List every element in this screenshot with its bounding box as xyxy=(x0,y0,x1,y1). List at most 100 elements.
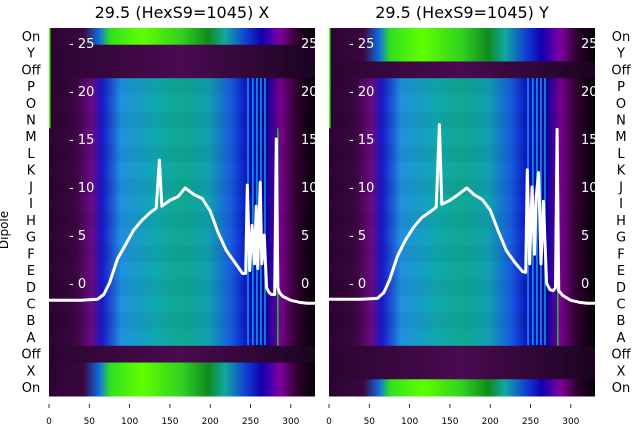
row-label: E xyxy=(617,264,625,279)
overlay-y-tick-label: - 5 xyxy=(349,229,366,244)
heatmap-row-shade xyxy=(329,312,595,330)
row-label: G xyxy=(616,231,626,246)
row-label: X xyxy=(27,364,36,379)
heatmap-edge xyxy=(329,28,331,129)
row-label: Off xyxy=(611,348,631,363)
x-tick-label: 300 xyxy=(562,417,579,427)
x-tick-label: 0 xyxy=(46,417,52,427)
row-label: O xyxy=(26,97,36,112)
heatmap-row xyxy=(329,28,595,46)
x-tick-label: 50 xyxy=(364,417,376,427)
row-label: J xyxy=(618,180,623,195)
x-tick-label: 150 xyxy=(441,417,458,427)
row-label: Off xyxy=(21,63,41,78)
row-label: On xyxy=(22,30,40,45)
row-label: C xyxy=(616,298,625,313)
row-label: I xyxy=(619,197,623,212)
heatmap-row xyxy=(329,61,595,79)
heatmap-row xyxy=(49,362,315,380)
overlay-y-tick-label-right: 15 xyxy=(301,133,318,148)
overlay-y-tick-label: - 20 xyxy=(349,85,374,100)
row-label: K xyxy=(617,164,626,179)
row-label: C xyxy=(26,298,35,313)
overlay-y-tick-label: - 0 xyxy=(349,277,366,292)
heatmap-row xyxy=(49,44,315,62)
row-label: L xyxy=(27,147,35,162)
profile-line xyxy=(329,123,595,305)
row-label: Off xyxy=(21,348,41,363)
row-label: H xyxy=(616,214,626,229)
x-tick-label: 250 xyxy=(522,417,539,427)
y-axis-label: Dipole xyxy=(0,211,11,249)
heatmap-row-shade xyxy=(49,111,315,129)
row-label: P xyxy=(27,80,35,95)
row-label: H xyxy=(26,214,36,229)
overlay-y-tick-label: - 25 xyxy=(69,37,94,52)
row-label: B xyxy=(27,314,36,329)
heatmap-row-shade xyxy=(329,111,595,129)
row-label: G xyxy=(26,231,36,246)
heatmap-row xyxy=(329,362,595,380)
overlay-y-tick-label: - 0 xyxy=(69,277,86,292)
row-label: P xyxy=(617,80,625,95)
heatmap-row xyxy=(329,379,595,397)
row-label: N xyxy=(616,114,626,129)
x-tick-label: 100 xyxy=(121,417,138,427)
row-label: D xyxy=(26,281,36,296)
row-label: A xyxy=(617,331,626,346)
row-label: I xyxy=(29,197,33,212)
row-label: On xyxy=(22,381,40,396)
x-tick-label: 0 xyxy=(326,417,332,427)
overlay-y-tick-label-right: 0 xyxy=(301,277,309,292)
overlay-y-tick-label-right: 5 xyxy=(301,229,309,244)
overlay-y-tick-label-right: 0 xyxy=(581,277,589,292)
overlay-y-tick-label: - 25 xyxy=(349,37,374,52)
heatmap-stripe xyxy=(252,78,254,345)
overlay-y-tick-label: - 10 xyxy=(69,181,94,196)
profile-line xyxy=(49,137,315,305)
panel-title: 29.5 (HexS9=1045) Y xyxy=(375,3,549,22)
x-tick-label: 300 xyxy=(282,417,299,427)
row-label: E xyxy=(27,264,35,279)
x-tick-label: 250 xyxy=(242,417,259,427)
row-label: J xyxy=(28,180,33,195)
overlay-y-tick-label: - 15 xyxy=(349,133,374,148)
overlay-y-tick-label-right: 10 xyxy=(581,181,598,196)
row-label: Y xyxy=(26,47,35,62)
row-label: Y xyxy=(616,47,625,62)
overlay-y-tick-label-right: 25 xyxy=(301,37,318,52)
heatmap-row xyxy=(49,295,315,313)
overlay-y-tick-label-right: 10 xyxy=(301,181,318,196)
heatmap-row xyxy=(49,329,315,347)
overlay-y-tick-label-right: 5 xyxy=(581,229,589,244)
row-label: D xyxy=(616,281,626,296)
heatmap-row xyxy=(49,28,315,46)
row-label: A xyxy=(27,331,36,346)
heatmap-edge xyxy=(49,28,51,129)
x-tick-label: 150 xyxy=(161,417,178,427)
panel-title: 29.5 (HexS9=1045) X xyxy=(95,3,270,22)
overlay-y-tick-label-right: 20 xyxy=(301,85,318,100)
overlay-y-tick-label-right: 15 xyxy=(581,133,598,148)
row-label: L xyxy=(617,147,625,162)
x-tick-label: 50 xyxy=(84,417,96,427)
row-label: M xyxy=(615,130,626,145)
overlay-y-tick-label: - 15 xyxy=(69,133,94,148)
heatmap-row xyxy=(329,161,595,180)
overlay-y-tick-label: - 20 xyxy=(69,85,94,100)
row-label: B xyxy=(617,314,626,329)
row-label: K xyxy=(27,164,36,179)
row-label: N xyxy=(26,114,36,129)
heatmap-row xyxy=(329,329,595,347)
row-label: F xyxy=(27,247,34,262)
overlay-y-tick-label-right: 20 xyxy=(581,85,598,100)
row-label: O xyxy=(616,97,626,112)
overlay-y-tick-label: - 5 xyxy=(69,229,86,244)
heatmap-row xyxy=(49,379,315,397)
row-label: Off xyxy=(611,63,631,78)
